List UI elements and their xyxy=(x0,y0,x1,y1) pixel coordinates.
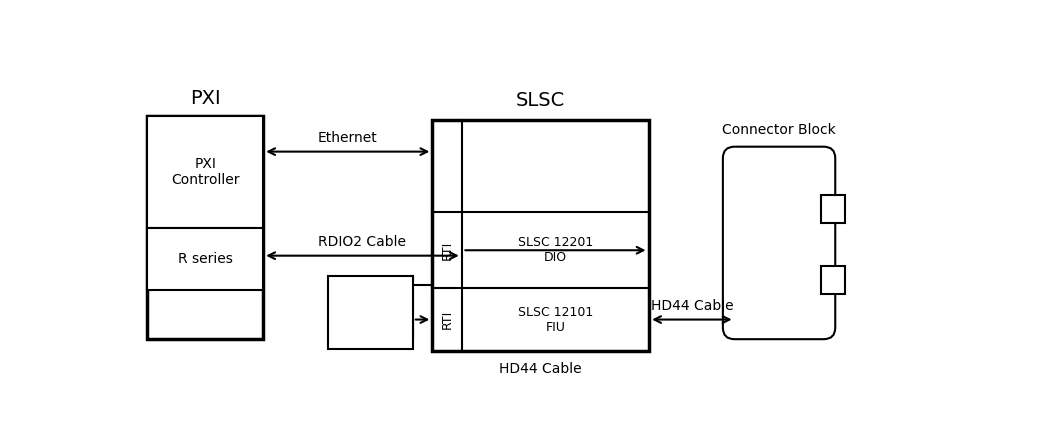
Text: PXI
Controller: PXI Controller xyxy=(171,157,239,187)
Text: Connector Block: Connector Block xyxy=(722,123,836,136)
FancyBboxPatch shape xyxy=(723,147,835,339)
Bar xyxy=(821,266,846,294)
Text: SLSC 12101
FIU: SLSC 12101 FIU xyxy=(518,306,593,334)
Text: R series: R series xyxy=(178,252,233,266)
Bar xyxy=(147,116,263,339)
Text: RTI: RTI xyxy=(441,310,453,329)
Text: 24 VDC
supply: 24 VDC supply xyxy=(347,299,393,326)
Bar xyxy=(821,195,846,223)
Text: Ethernet: Ethernet xyxy=(318,131,378,145)
Text: RTI: RTI xyxy=(441,241,453,260)
Bar xyxy=(147,116,263,227)
Text: PXI: PXI xyxy=(190,89,220,108)
Text: HD44 Cable: HD44 Cable xyxy=(499,362,582,376)
Text: RDIO2 Cable: RDIO2 Cable xyxy=(318,235,407,249)
Text: SLSC: SLSC xyxy=(516,91,566,111)
Text: SLSC 12201
DIO: SLSC 12201 DIO xyxy=(518,236,593,264)
Bar xyxy=(147,227,263,290)
Text: HD44 Cable: HD44 Cable xyxy=(651,299,733,313)
Bar xyxy=(433,120,649,351)
Bar xyxy=(328,276,413,349)
